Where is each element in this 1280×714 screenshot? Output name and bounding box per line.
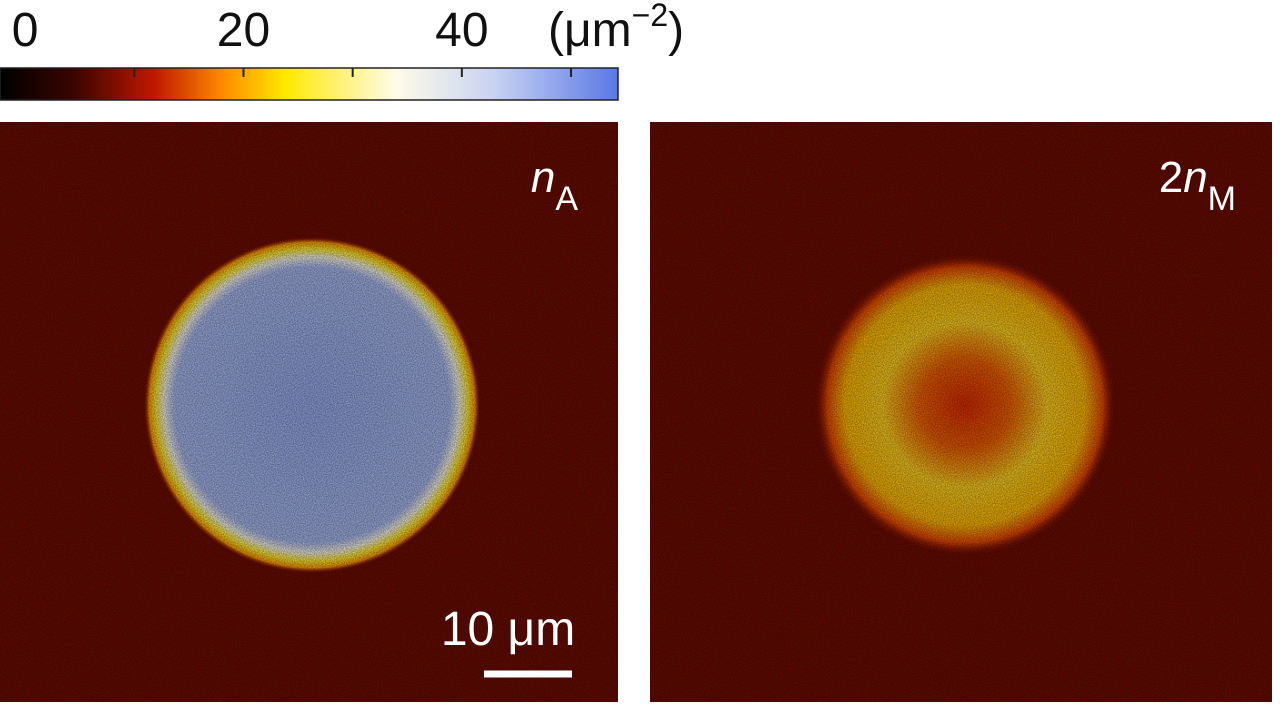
panel-label: 2nM	[1159, 153, 1236, 218]
panel-a: 10 μm nA	[0, 122, 618, 702]
unit-exponent: −2	[632, 0, 668, 33]
colorbar-tick-label: 40	[435, 4, 488, 57]
colorbar-gradient	[0, 67, 619, 101]
panel-b: 2nM	[650, 122, 1272, 702]
label-subscript: A	[555, 180, 578, 218]
image-noise	[0, 122, 618, 702]
label-coefficient: 2	[1159, 153, 1183, 202]
label-variable: n	[531, 153, 555, 202]
unit-close: )	[668, 4, 684, 57]
scale-bar-label: 10 μm	[441, 603, 575, 656]
unit-base: (μm	[548, 4, 632, 57]
label-subscript: M	[1208, 180, 1236, 218]
colorbar: (μm−2) 0 20 40	[0, 0, 684, 101]
colorbar-tick-label: 20	[217, 4, 270, 57]
colorbar-tick-label: 0	[12, 4, 39, 57]
colorbar-unit: (μm−2)	[548, 0, 684, 57]
label-variable: n	[1183, 153, 1207, 202]
image-noise	[650, 122, 1272, 702]
panel-label: nA	[531, 153, 578, 218]
